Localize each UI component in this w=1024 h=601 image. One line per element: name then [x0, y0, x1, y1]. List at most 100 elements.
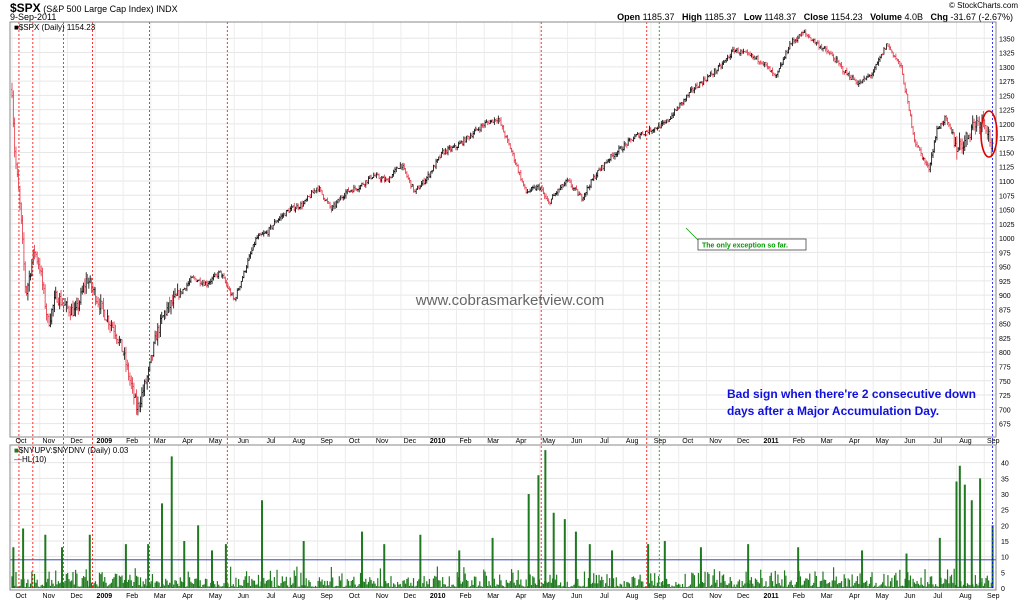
price-x-tick-label: Aug	[293, 438, 306, 445]
price-bar	[876, 61, 879, 65]
price-bar	[179, 288, 182, 298]
price-bar	[95, 295, 98, 305]
indicator-x-tick-label: Jul	[933, 593, 942, 600]
symbol-name: (S&P 500 Large Cap Index)	[43, 4, 154, 14]
price-bar	[97, 296, 100, 308]
price-panel-frame	[9, 21, 997, 438]
price-bar	[931, 148, 934, 158]
indicator-x-tick-label: Mar	[154, 593, 167, 600]
price-legend: ■$SPX (Daily) 1154.23	[14, 23, 96, 32]
price-bar	[572, 187, 575, 192]
price-bar	[537, 184, 540, 190]
price-bar	[647, 129, 650, 135]
price-y-tick-label: 1100	[999, 179, 1014, 186]
price-x-tick-label: Aug	[959, 438, 972, 445]
price-bar	[346, 189, 349, 195]
price-bar	[605, 159, 608, 164]
price-bar	[305, 198, 308, 202]
indicator-x-tick-label: Apr	[182, 593, 194, 600]
price-y-tick-label: 950	[999, 265, 1011, 272]
price-bar	[188, 278, 191, 286]
price-bar	[339, 195, 342, 201]
indicator-x-tick-label: Dec	[70, 593, 83, 600]
indicator-x-tick-label: 2009	[97, 593, 113, 600]
price-bar	[41, 267, 44, 291]
price-bar	[234, 296, 237, 302]
price-bar	[212, 273, 215, 281]
price-bar	[808, 34, 811, 38]
price-bar	[889, 46, 892, 51]
price-bar	[184, 288, 187, 291]
price-bar	[571, 184, 574, 191]
price-x-tick-label: Dec	[70, 438, 83, 445]
price-bar	[987, 126, 990, 142]
price-bar	[351, 189, 354, 194]
price-bar	[299, 201, 302, 210]
price-bar	[722, 60, 725, 65]
indicator-x-tick-label: Mar	[821, 593, 834, 600]
price-bar	[319, 186, 322, 193]
price-bar	[12, 90, 15, 128]
price-bar	[721, 61, 724, 70]
price-bar	[151, 354, 154, 361]
price-bar	[220, 270, 223, 278]
price-bar	[167, 302, 170, 314]
price-bar	[640, 132, 643, 136]
price-bar	[852, 74, 855, 80]
price-bar	[718, 62, 721, 67]
price-bar	[558, 187, 561, 193]
price-y-tick-label: 875	[999, 307, 1011, 314]
price-bar	[951, 129, 954, 135]
price-bar	[909, 109, 912, 117]
price-y-tick-label: 750	[999, 379, 1011, 386]
price-bar	[807, 33, 810, 39]
price-bar	[154, 330, 157, 345]
price-bar	[354, 185, 357, 191]
price-bar	[441, 147, 444, 155]
price-bar	[586, 185, 589, 196]
price-y-tick-label: 1050	[999, 208, 1015, 215]
price-bar	[796, 35, 799, 43]
price-bar	[624, 142, 627, 147]
price-bar	[16, 162, 19, 178]
indicator-x-tick-label: Sep	[987, 593, 1000, 600]
price-bar	[375, 172, 378, 179]
price-bar	[938, 125, 941, 129]
price-bar	[160, 311, 163, 325]
price-bar	[525, 186, 528, 194]
price-bar	[560, 184, 563, 190]
price-x-tick-label: Jun	[571, 438, 582, 445]
price-bar	[352, 184, 355, 193]
price-bar	[56, 290, 59, 303]
price-bar	[413, 189, 416, 193]
price-bar	[207, 281, 210, 288]
price-bar	[592, 174, 595, 181]
price-bar	[42, 281, 45, 294]
indicator-x-tick-label: Apr	[516, 593, 528, 600]
price-bar	[587, 186, 590, 189]
price-y-tick-label: 800	[999, 350, 1011, 357]
price-bar	[750, 53, 753, 58]
price-x-tick-label: Mar	[154, 438, 167, 445]
price-bar	[868, 74, 871, 78]
price-bar	[811, 38, 814, 42]
price-bar	[416, 185, 419, 190]
price-bar	[134, 393, 137, 398]
price-bar	[171, 294, 174, 307]
quote-label-chg: Chg	[930, 12, 951, 22]
price-bar	[128, 372, 131, 386]
price-y-tick-label: 725	[999, 393, 1011, 400]
price-bar	[193, 276, 196, 281]
price-x-tick-label: Jun	[904, 438, 915, 445]
price-bar	[86, 273, 89, 284]
price-bar	[168, 296, 171, 313]
price-bar	[514, 158, 517, 166]
price-bar	[407, 174, 410, 180]
price-bar	[250, 247, 253, 255]
price-bar	[470, 133, 473, 138]
price-bar	[278, 216, 281, 221]
highlight-circle	[980, 110, 998, 158]
price-y-tick-label: 1325	[999, 51, 1015, 58]
indicator-x-tick-label: Aug	[959, 593, 972, 600]
price-y-tick-label: 1000	[999, 236, 1015, 243]
